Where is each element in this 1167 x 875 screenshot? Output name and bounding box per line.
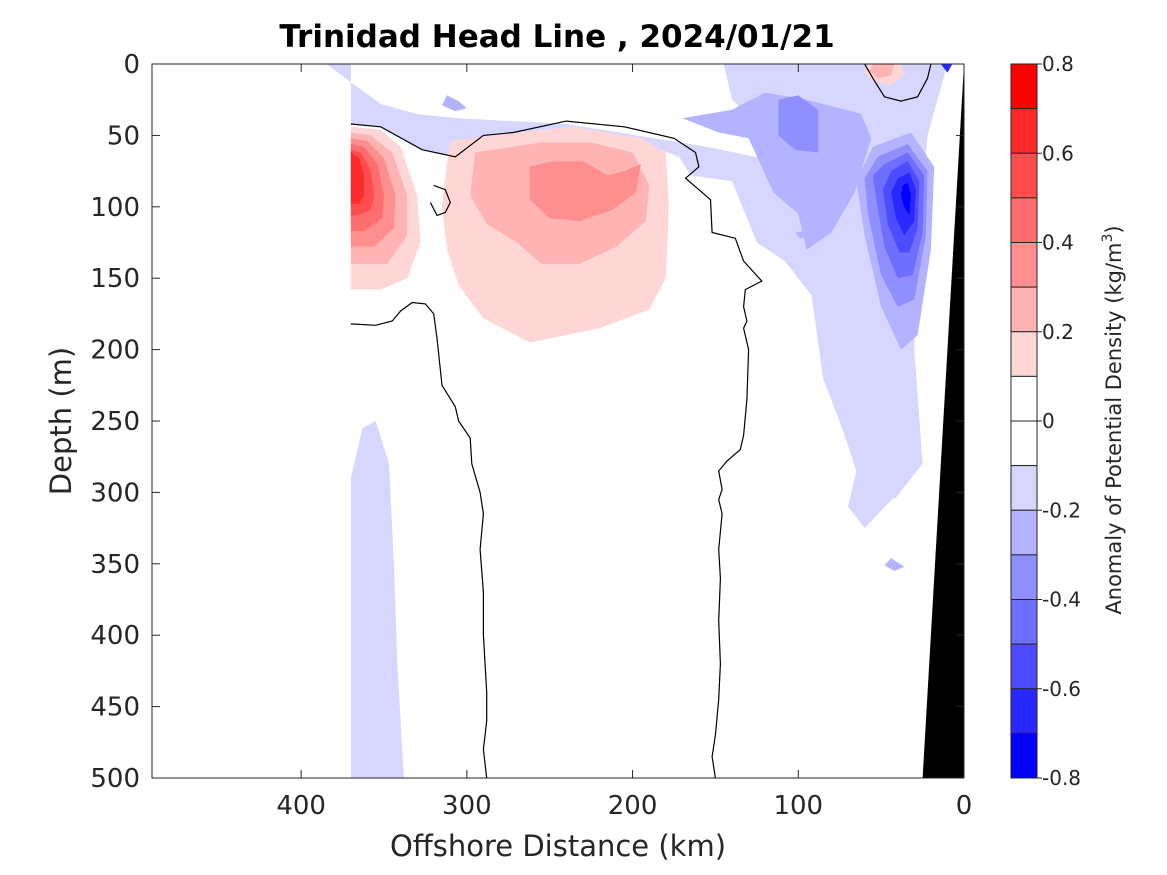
y-tick-label-150: 150 (90, 264, 140, 294)
x-tick-label-0: 0 (956, 791, 973, 821)
zero-contour-surface (350, 120, 763, 778)
anomaly-region-offshore-red-eddy-06 (350, 152, 365, 204)
y-tick-label-200: 200 (90, 336, 140, 366)
colorbar-swatch-1 (1010, 108, 1038, 154)
y-tick-label-300: 300 (90, 478, 140, 508)
colorbar-tick-label--0.6: -0.6 (1042, 677, 1081, 701)
anomaly-region-negative-deep-dot (884, 558, 905, 571)
colorbar-swatch-6 (1010, 331, 1038, 377)
zero-contours (350, 64, 932, 778)
colorbar-tick-label-0.2: 0.2 (1042, 320, 1074, 344)
anomaly-region-coastal-surface-red-02 (869, 64, 895, 79)
x-axis: 400 300 200 100 0 (276, 64, 972, 821)
colorbar-tick-label--0.4: -0.4 (1042, 588, 1081, 612)
y-tick-label-250: 250 (90, 407, 140, 437)
anomaly-region-offshore-negative-surface-layer (326, 64, 895, 529)
colorbar-swatch-0 (1010, 63, 1038, 110)
anomaly-region-negative-pocket-surface (442, 95, 467, 112)
zero-contour-ring-300km (429, 184, 451, 217)
colorbar-swatch-7 (1010, 375, 1038, 422)
anomaly-region-negative-small-patch (795, 231, 810, 239)
anomaly-region-negative-band-100km (682, 92, 872, 250)
x-tick-label-200: 200 (608, 791, 658, 821)
colorbar-tick-label-0: 0 (1042, 409, 1055, 433)
colorbar-label: Anomaly of Potential Density (kg/m3) (1100, 225, 1126, 614)
anomaly-region-coastal-blue-eddy-07 (901, 182, 911, 216)
y-tick-label-0: 0 (123, 50, 140, 80)
colorbar-swatch-3 (1010, 197, 1038, 243)
colorbar-tick-label-0.4: 0.4 (1042, 231, 1074, 255)
colorbar-swatch-10 (1010, 509, 1038, 556)
colorbar-swatch-9 (1010, 465, 1038, 511)
y-axis-label: Depth (m) (44, 347, 78, 495)
colorbar-tick-label-0.8: 0.8 (1042, 52, 1074, 76)
zero-contour-coastal-surface (864, 64, 932, 102)
colorbar-swatch-13 (1010, 643, 1038, 690)
colorbar-swatch-4 (1010, 242, 1038, 288)
colorbar-tick-label--0.8: -0.8 (1042, 766, 1081, 790)
y-tick-label-350: 350 (90, 550, 140, 580)
colorbar-swatch-8 (1010, 420, 1038, 467)
anomaly-region-mid-shelf-red-eddy-03 (529, 161, 641, 222)
anomaly-region-deep-negative-column (350, 421, 404, 778)
colorbar-swatch-12 (1010, 599, 1038, 645)
y-tick-label-450: 450 (90, 693, 140, 723)
x-tick-label-300: 300 (442, 791, 492, 821)
y-axis: 0 50 100 150 200 250 300 350 400 450 500 (90, 50, 964, 794)
colorbar-swatch-15 (1010, 732, 1038, 779)
anomaly-region-negative-core-100km (778, 95, 819, 153)
colorbar-swatch-11 (1010, 554, 1038, 600)
anomaly-region-coastal-surface-blip (940, 64, 953, 73)
colorbar-label-suffix: ) (1102, 225, 1126, 233)
bathymetry-layer (922, 64, 964, 778)
y-tick-label-100: 100 (90, 193, 140, 223)
y-tick-label-50: 50 (107, 121, 140, 151)
colorbar-swatch-2 (1010, 152, 1038, 199)
bathymetry-shelf (922, 64, 964, 778)
zero-contour-deep-west (350, 301, 488, 778)
colorbar-swatch-14 (1010, 688, 1038, 734)
colorbar-tick-label-0.6: 0.6 (1042, 141, 1074, 165)
colorbar-label-text: Anomaly of Potential Density (kg/m (1102, 243, 1126, 615)
plot-area (151, 63, 965, 779)
colorbar-label-superscript: 3 (1100, 234, 1116, 243)
x-axis-label: Offshore Distance (km) (390, 829, 726, 863)
y-tick-label-400: 400 (90, 621, 140, 651)
colorbar: 0.8 0.6 0.4 0.2 0 -0.2 -0.4 -0.6 -0.8 (1010, 52, 1081, 790)
chart-title: Trinidad Head Line , 2024/01/21 (279, 19, 834, 55)
colorbar-swatch-5 (1010, 286, 1038, 333)
y-tick-label-500: 500 (90, 764, 140, 794)
density-anomaly-fill (326, 64, 953, 778)
colorbar-tick-label--0.2: -0.2 (1042, 498, 1081, 522)
x-tick-label-100: 100 (773, 791, 823, 821)
x-tick-label-400: 400 (276, 791, 326, 821)
